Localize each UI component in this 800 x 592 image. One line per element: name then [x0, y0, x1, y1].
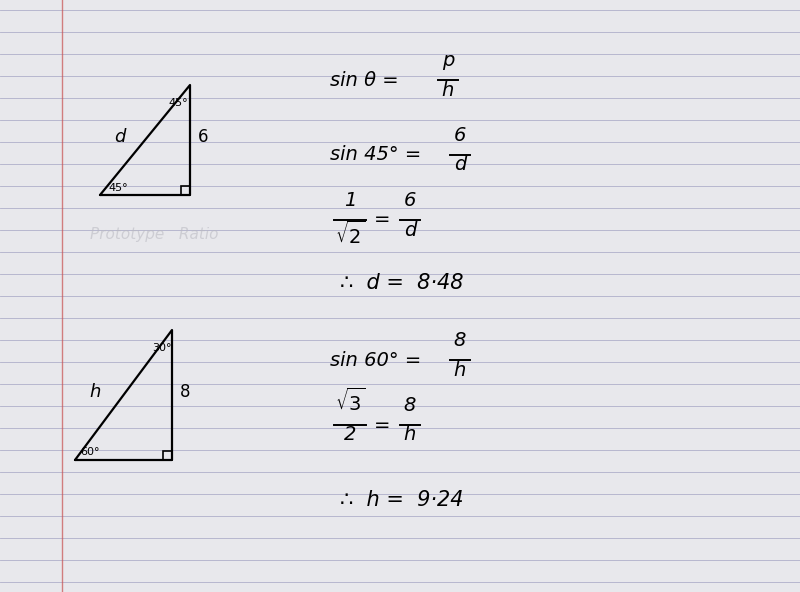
Text: ∴  h =  9·24: ∴ h = 9·24: [340, 490, 463, 510]
Text: h: h: [454, 361, 466, 379]
Text: ∴  d =  8·48: ∴ d = 8·48: [340, 273, 463, 293]
Text: sin θ =: sin θ =: [330, 70, 398, 89]
Text: 30°: 30°: [152, 343, 172, 353]
Text: d: d: [454, 156, 466, 175]
Text: h: h: [442, 81, 454, 99]
Text: 45°: 45°: [108, 183, 128, 193]
Text: =: =: [374, 211, 390, 230]
Text: h: h: [404, 426, 416, 445]
Text: =: =: [374, 416, 390, 435]
Text: d: d: [114, 128, 126, 146]
Text: sin 45° =: sin 45° =: [330, 146, 422, 165]
Text: 1: 1: [344, 191, 356, 210]
Text: $\sqrt{3}$: $\sqrt{3}$: [334, 388, 366, 415]
Text: p: p: [442, 51, 454, 70]
Text: 60°: 60°: [80, 447, 100, 457]
Text: 2: 2: [344, 426, 356, 445]
Text: 8: 8: [180, 383, 190, 401]
Text: 8: 8: [454, 331, 466, 350]
Text: sin 60° =: sin 60° =: [330, 350, 422, 369]
Text: $\sqrt{2}$: $\sqrt{2}$: [334, 220, 366, 248]
Text: h: h: [90, 383, 101, 401]
Text: 6: 6: [454, 126, 466, 145]
Text: Prototype   Ratio: Prototype Ratio: [90, 227, 218, 243]
Text: 8: 8: [404, 396, 416, 415]
Text: 6: 6: [404, 191, 416, 210]
Text: d: d: [404, 220, 416, 240]
Text: 6: 6: [198, 128, 209, 146]
Text: 45°: 45°: [168, 98, 188, 108]
